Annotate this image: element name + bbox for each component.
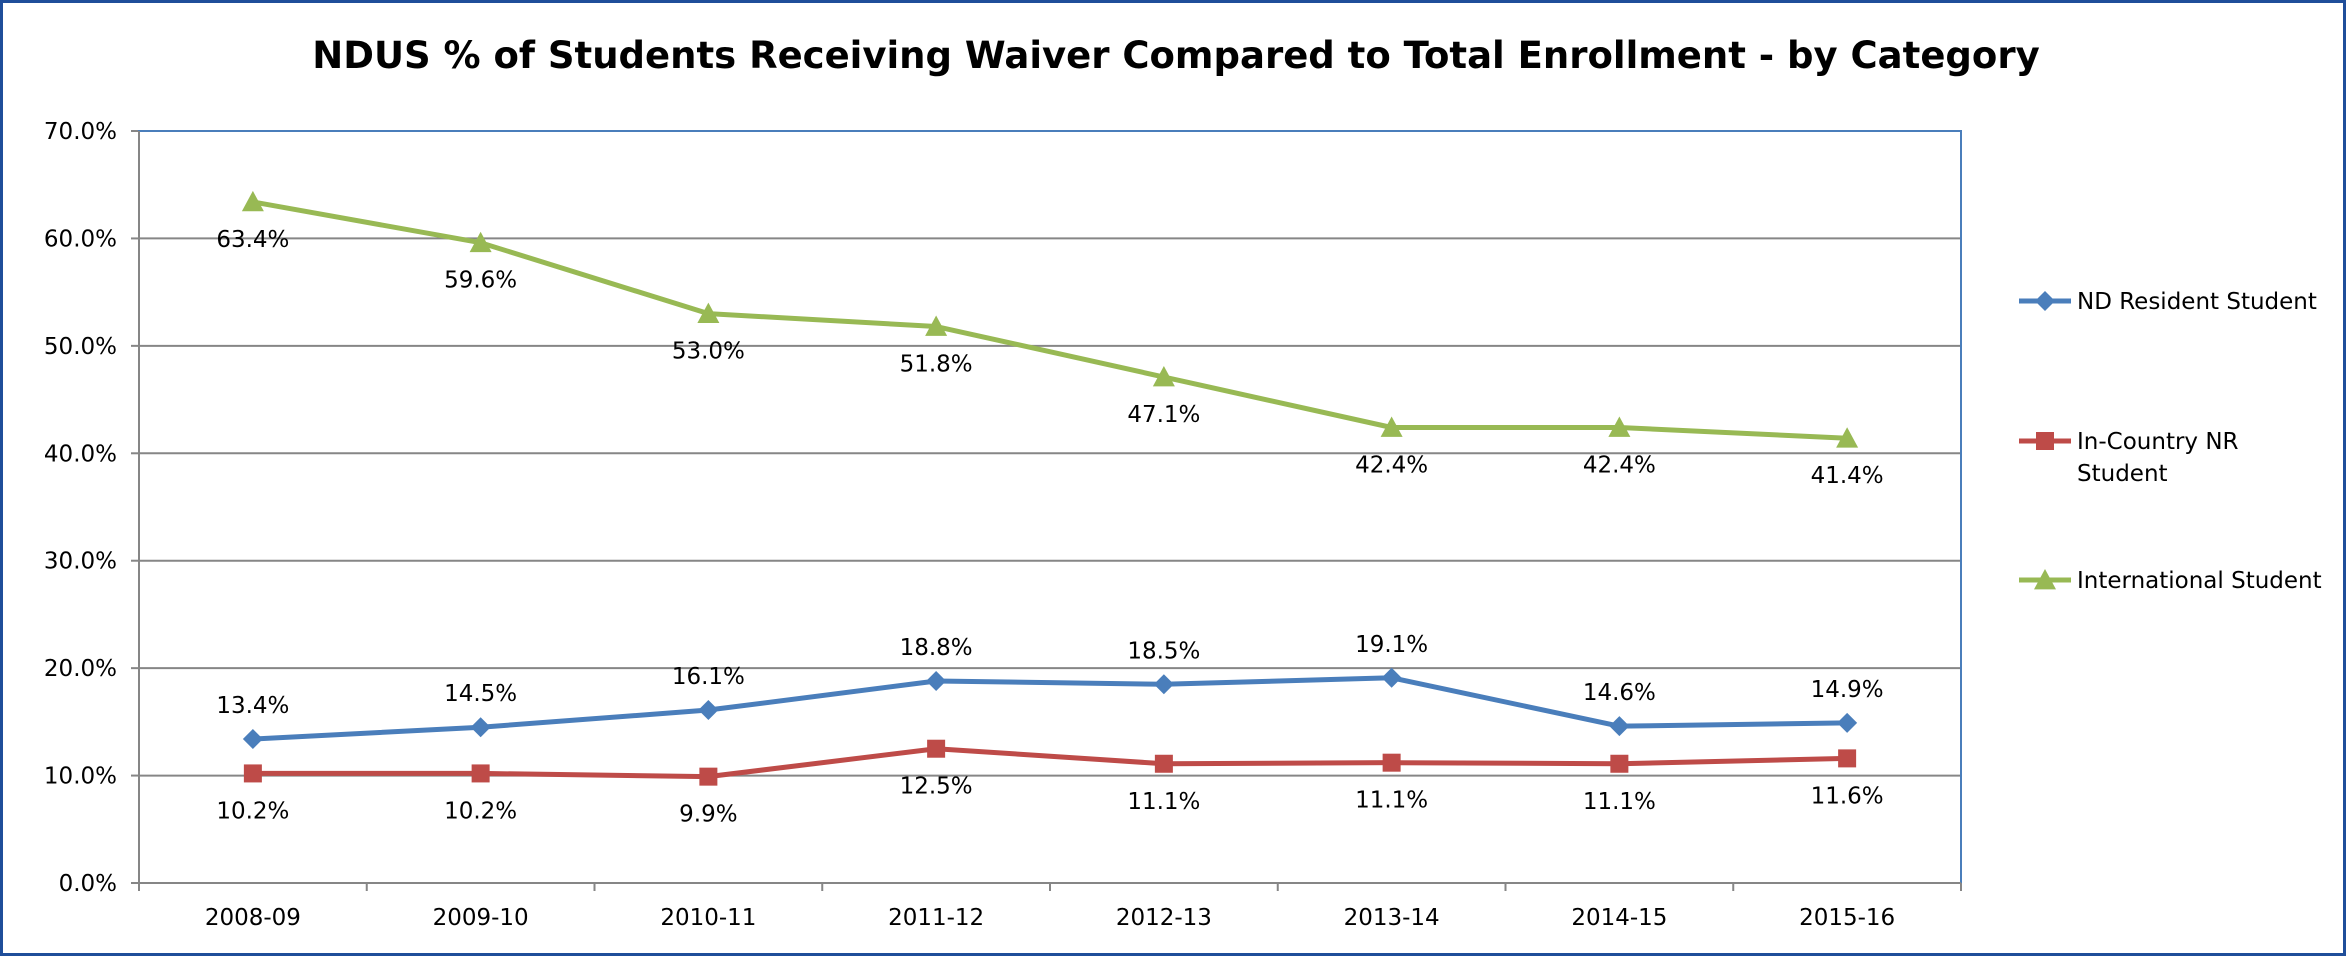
data-point-nd-resident-student <box>1153 674 1174 695</box>
chart-title: NDUS % of Students Receiving Waiver Comp… <box>312 34 2039 77</box>
y-tick-label: 40.0% <box>44 441 117 467</box>
data-point-international-student <box>1608 416 1631 437</box>
data-point-international-student <box>241 190 264 212</box>
data-label-nd-resident-student: 18.5% <box>1127 638 1200 664</box>
y-tick-label: 10.0% <box>44 764 117 790</box>
data-label-nd-resident-student: 14.6% <box>1583 680 1656 706</box>
data-point-in-country-nr-student <box>1382 753 1401 772</box>
legend-item-in-country-nr-student: In-Country NR Student <box>2019 429 2239 487</box>
x-tick-label: 2015-16 <box>1799 905 1895 931</box>
line-chart: NDUS % of Students Receiving Waiver Comp… <box>44 34 2322 931</box>
y-tick-label: 60.0% <box>44 226 117 252</box>
data-point-nd-resident-student <box>926 671 947 692</box>
legend-item-nd-resident-student: ND Resident Student <box>2019 289 2317 315</box>
data-point-international-student <box>469 231 492 253</box>
y-tick-label: 30.0% <box>44 549 117 575</box>
data-point-nd-resident-student <box>698 700 719 721</box>
plot-area <box>138 130 1962 884</box>
data-label-in-country-nr-student: 12.5% <box>900 774 973 800</box>
series-line-in-country-nr-student <box>252 746 1848 780</box>
data-point-nd-resident-student <box>470 717 491 738</box>
legend-marker <box>2034 569 2056 590</box>
data-label-nd-resident-student: 14.5% <box>444 681 517 707</box>
data-point-nd-resident-student <box>1381 667 1402 688</box>
data-point-international-student <box>1152 366 1175 387</box>
data-label-in-country-nr-student: 9.9% <box>679 802 737 828</box>
data-point-international-student <box>697 302 720 323</box>
data-label-international-student: 53.0% <box>672 339 745 365</box>
legend-label: ND Resident Student <box>2077 289 2317 315</box>
data-label-international-student: 42.4% <box>1583 453 1656 479</box>
data-point-in-country-nr-student <box>1838 749 1857 768</box>
gridlines <box>139 237 1961 777</box>
y-tick-label: 70.0% <box>44 119 117 145</box>
data-label-in-country-nr-student: 11.1% <box>1127 789 1200 815</box>
axes: 0.0% 10.0% 20.0% 30.0% 40.0% 50.0% 60.0% 70.0% 2… <box>44 119 1962 931</box>
data-label-international-student: 41.4% <box>1811 463 1884 489</box>
data-point-in-country-nr-student <box>1154 754 1173 773</box>
data-label-nd-resident-student: 19.1% <box>1355 632 1428 658</box>
data-label-in-country-nr-student: 11.6% <box>1811 783 1884 809</box>
x-tick-label: 2008-09 <box>205 905 301 931</box>
data-point-international-student <box>1380 416 1403 437</box>
legend-item-international-student: International Student <box>2019 568 2322 594</box>
data-label-international-student: 63.4% <box>216 227 289 253</box>
data-point-in-country-nr-student <box>243 764 262 783</box>
legend-marker <box>2036 432 2054 450</box>
legend-label: International Student <box>2077 568 2322 594</box>
y-tick-label: 0.0% <box>59 871 117 897</box>
legend-marker <box>2035 291 2055 311</box>
data-label-international-student: 47.1% <box>1127 402 1200 428</box>
data-label-international-student: 59.6% <box>444 268 517 294</box>
data-point-nd-resident-student <box>1609 716 1630 737</box>
data-point-international-student <box>925 315 948 336</box>
x-tick-label: 2009-10 <box>433 905 529 931</box>
x-tick-label: 2010-11 <box>660 905 756 931</box>
data-label-in-country-nr-student: 10.2% <box>216 798 289 824</box>
legend-label: In-Country NR <box>2077 429 2239 455</box>
data-label-in-country-nr-student: 10.2% <box>444 798 517 824</box>
x-tick-label: 2011-12 <box>888 905 984 931</box>
y-tick-label: 50.0% <box>44 334 117 360</box>
data-point-nd-resident-student <box>1837 712 1858 733</box>
x-tick-label: 2014-15 <box>1571 905 1667 931</box>
data-labels: 13.4% 14.5% 16.1% 18.8% 18.5% 19.1% 14.6% 14.9%… <box>216 227 1883 828</box>
data-point-in-country-nr-student <box>699 767 718 786</box>
series-line-international-student <box>252 199 1848 441</box>
data-label-international-student: 42.4% <box>1355 453 1428 479</box>
x-tick-label: 2013-14 <box>1344 905 1440 931</box>
data-point-in-country-nr-student <box>1610 754 1629 773</box>
data-point-in-country-nr-student <box>471 764 490 783</box>
data-label-nd-resident-student: 16.1% <box>672 664 745 690</box>
data-label-nd-resident-student: 18.8% <box>900 635 973 661</box>
data-label-in-country-nr-student: 11.1% <box>1355 788 1428 814</box>
data-point-nd-resident-student <box>242 729 263 750</box>
data-label-nd-resident-student: 14.9% <box>1811 677 1884 703</box>
series-line-nd-resident-student <box>252 675 1848 742</box>
data-point-international-student <box>1836 427 1859 448</box>
y-tick-label: 20.0% <box>44 656 117 682</box>
x-tick-label: 2012-13 <box>1116 905 1212 931</box>
legend-label: Student <box>2077 461 2168 487</box>
data-label-international-student: 51.8% <box>900 352 973 378</box>
series-group <box>241 190 1859 786</box>
data-label-in-country-nr-student: 11.1% <box>1583 789 1656 815</box>
data-point-in-country-nr-student <box>927 739 946 758</box>
data-label-nd-resident-student: 13.4% <box>216 693 289 719</box>
